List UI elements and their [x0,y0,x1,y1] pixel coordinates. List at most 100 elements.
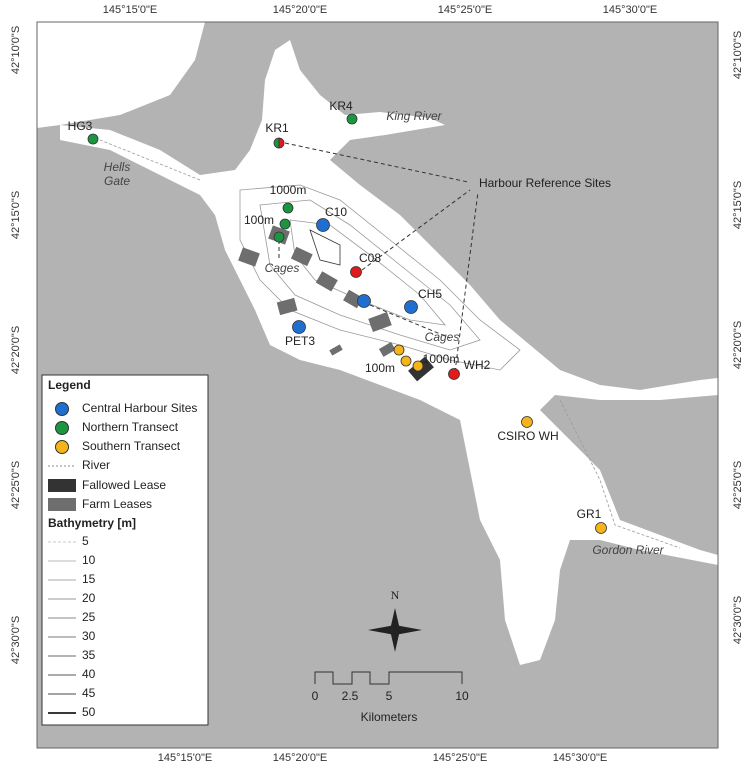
site-marker [282,202,294,214]
coord-label: 42°20'0"S [732,321,744,369]
scale-label: 0 [312,689,319,703]
legend-label: Southern Transect [82,439,181,453]
coord-label: 145°20'0"E [273,4,327,16]
site-marker [278,137,285,149]
contour [239,184,521,371]
coord-label: 42°15'0"S [732,181,744,229]
coord-label: 42°15'0"S [10,191,22,239]
farm-lease [378,342,396,357]
place-label: King River [386,109,442,123]
leader-lines [278,142,479,373]
north-arrow: N [368,588,422,652]
scale-label: 10 [455,689,469,703]
site-marker [521,416,533,428]
farm-lease [238,247,260,267]
legend-label: 30 [82,629,96,643]
site-label: CSIRO WH [497,429,558,443]
site-label: KR4 [329,99,353,113]
cages-label: Cages [425,330,460,344]
legend-label: 45 [82,686,96,700]
site-marker [357,294,371,308]
transect-label: 1000m [270,183,307,197]
farm-lease [329,344,343,356]
farm-lease [315,271,338,292]
legend-label: 10 [82,553,96,567]
site-marker [316,218,330,232]
leader-line [284,142,469,183]
site-marker [87,133,99,145]
site-marker [393,344,405,356]
contour [259,199,481,351]
sites [87,113,607,534]
coord-label: 145°25'0"E [438,4,492,16]
coord-label: 145°30'0"E [553,752,607,764]
site-label: CH5 [418,287,442,301]
farm-lease [368,312,392,332]
site-marker [448,368,460,380]
site-marker [273,231,285,243]
site-marker [279,218,291,230]
legend-title: Legend [48,378,91,392]
scale-bar [314,671,463,685]
site-label: C08 [359,251,381,265]
site-label: GR1 [577,507,602,521]
site-label: PET3 [285,334,315,348]
coord-label: 42°30'0"S [10,616,22,664]
coord-label: 42°10'0"S [10,26,22,74]
contour [559,399,681,549]
coord-label: 145°20'0"E [273,752,327,764]
site-label: HG3 [68,119,93,133]
legend-label: River [82,458,110,472]
contour [289,219,446,326]
place-label: Gate [104,174,130,188]
legend-symbol [48,479,76,492]
legend-symbol [55,402,69,416]
legend-box [41,374,209,726]
transect-label: 100m [244,213,274,227]
legend-label: 20 [82,591,96,605]
legend-symbol [55,421,69,435]
farm-lease [276,297,298,316]
leader-line [369,304,451,339]
contour [309,229,341,266]
coord-label: 42°25'0"S [10,461,22,509]
callout: Harbour Reference Sites [479,176,611,190]
place-label: Gordon River [592,543,664,557]
farm-leases [238,225,396,357]
leader-line [454,191,479,373]
legend-label: Northern Transect [82,420,179,434]
leader-line [361,189,471,271]
coord-label: 145°15'0"E [103,4,157,16]
legend-label: Fallowed Lease [82,478,166,492]
farm-lease [290,246,313,267]
coord-label: 42°25'0"S [732,461,744,509]
legend-subtitle: Bathymetry [m] [48,516,136,530]
site-marker [350,266,362,278]
map-frame [36,21,719,749]
legend-label: 25 [82,610,96,624]
legend-label: Central Harbour Sites [82,401,197,415]
legend-symbol [55,440,69,454]
scale-unit: Kilometers [361,710,418,724]
coord-label: 42°20'0"S [10,326,22,374]
site-label: KR1 [265,121,289,135]
transect-label: 100m [365,361,395,375]
coord-label: 42°30'0"S [732,596,744,644]
legend-label: 5 [82,534,89,548]
site-label: C10 [325,205,347,219]
compass [368,625,422,635]
legend-label: 50 [82,705,96,719]
scale-line [314,671,463,685]
cages-label: Cages [265,261,300,275]
site-marker [346,113,358,125]
site-marker [595,522,607,534]
coord-label: 145°25'0"E [433,752,487,764]
site-marker [404,300,418,314]
coord-label: 145°30'0"E [603,4,657,16]
contours [99,139,681,549]
transect-label: 1000m [423,352,460,366]
legend-label: Farm Leases [82,497,152,511]
site-marker [400,355,412,367]
